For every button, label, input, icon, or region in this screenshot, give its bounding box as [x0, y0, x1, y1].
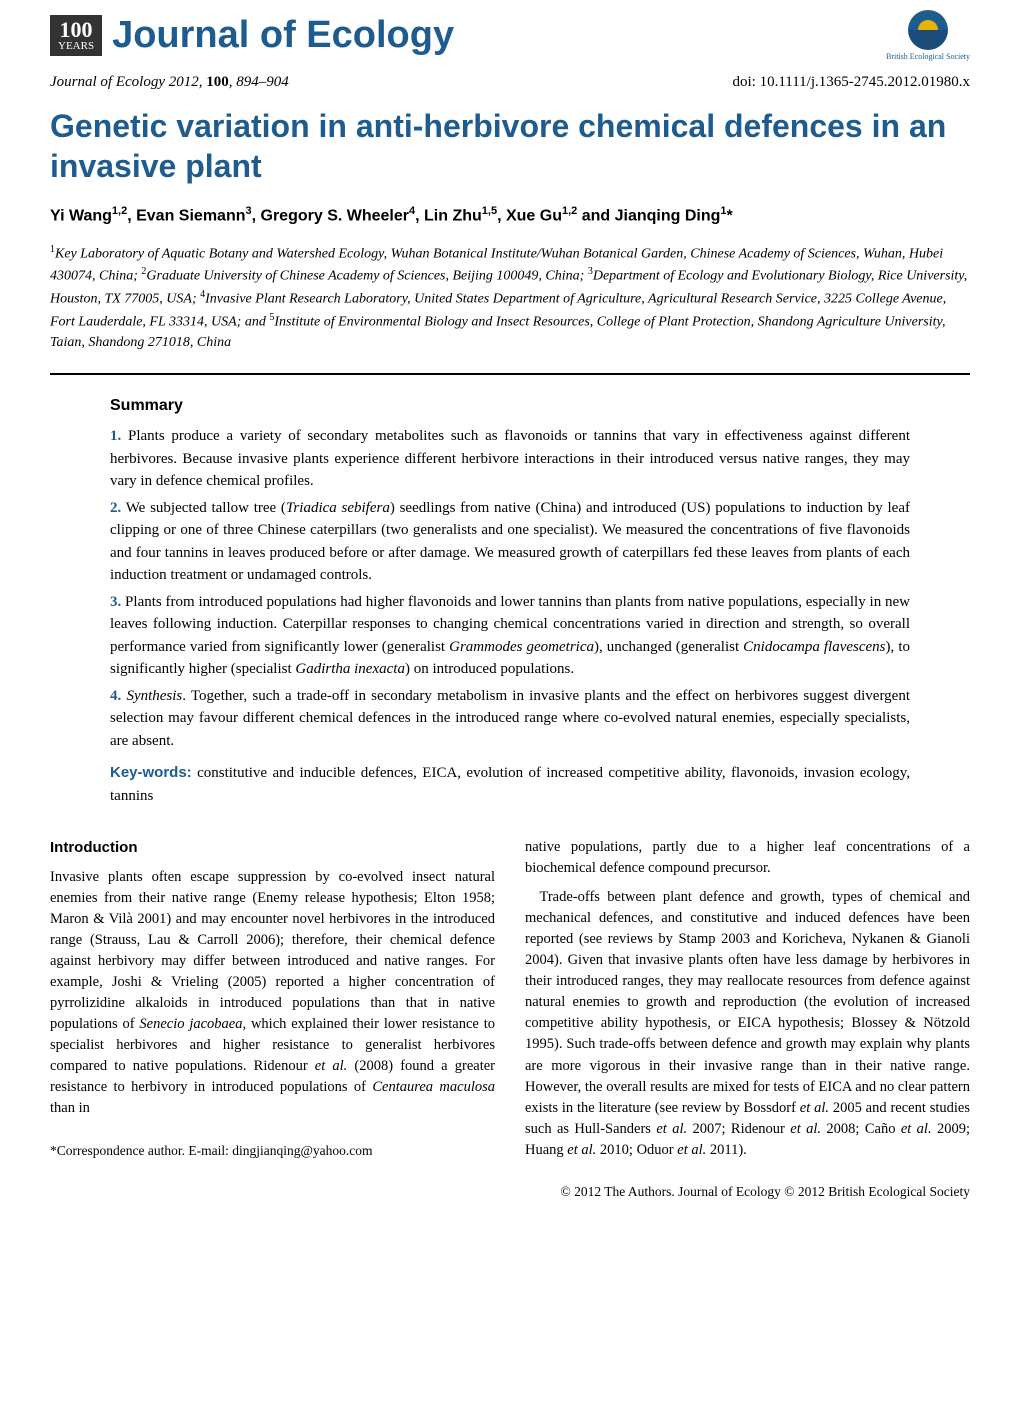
meta-line: Journal of Ecology 2012, 100, 894–904 do…: [0, 66, 1020, 106]
badge-number: 100: [58, 19, 94, 41]
journal-banner-title: Journal of Ecology: [112, 14, 454, 57]
authors: Yi Wang1,2, Evan Siemann3, Gregory S. Wh…: [50, 204, 970, 228]
two-column-body: Introduction Invasive plants often escap…: [50, 837, 970, 1169]
summary-block: Summary 1. Plants produce a variety of s…: [50, 397, 970, 807]
article-content: Genetic variation in anti-herbivore chem…: [0, 106, 1020, 1169]
badge-years: YEARS: [58, 40, 94, 52]
summary-head: Summary: [110, 397, 910, 415]
summary-item: 3. Plants from introduced populations ha…: [110, 591, 910, 681]
banner-left: 100 YEARS Journal of Ecology: [50, 14, 454, 57]
pages: 894–904: [236, 74, 289, 90]
journal-banner: 100 YEARS Journal of Ecology British Eco…: [0, 0, 1020, 66]
correspondence: *Correspondence author. E-mail: dingjian…: [50, 1141, 495, 1161]
journal-name: Journal of Ecology: [50, 74, 165, 90]
citation-meta: Journal of Ecology 2012, 100, 894–904: [50, 74, 289, 91]
intro-para-right-2: Trade-offs between plant defence and gro…: [525, 887, 970, 1160]
doi: doi: 10.1111/j.1365-2745.2012.01980.x: [733, 74, 971, 91]
right-column: native populations, partly due to a high…: [525, 837, 970, 1169]
article-title: Genetic variation in anti-herbivore chem…: [50, 106, 970, 186]
summary-items: 1. Plants produce a variety of secondary…: [110, 425, 910, 752]
copyright: © 2012 The Authors. Journal of Ecology ©…: [0, 1169, 1020, 1220]
year: 2012: [169, 74, 199, 90]
left-column: Introduction Invasive plants often escap…: [50, 837, 495, 1169]
summary-item: 1. Plants produce a variety of secondary…: [110, 425, 910, 493]
summary-item: 4. Synthesis. Together, such a trade-off…: [110, 685, 910, 753]
introduction-head: Introduction: [50, 837, 495, 859]
intro-para-left: Invasive plants often escape suppression…: [50, 867, 495, 1119]
bes-logo-icon: [908, 10, 948, 50]
bes-logo: British Ecological Society: [886, 10, 970, 61]
keywords: Key-words: constitutive and inducible de…: [110, 762, 910, 807]
divider: [50, 373, 970, 375]
affiliations: 1Key Laboratory of Aquatic Botany and Wa…: [50, 242, 970, 354]
keywords-label: Key-words:: [110, 764, 192, 781]
volume: 100: [206, 74, 229, 90]
intro-para-right-1: native populations, partly due to a high…: [525, 837, 970, 879]
keywords-text: constitutive and inducible defences, EIC…: [110, 765, 910, 804]
years-badge: 100 YEARS: [50, 15, 102, 56]
bes-logo-text: British Ecological Society: [886, 52, 970, 61]
summary-item: 2. We subjected tallow tree (Triadica se…: [110, 497, 910, 587]
